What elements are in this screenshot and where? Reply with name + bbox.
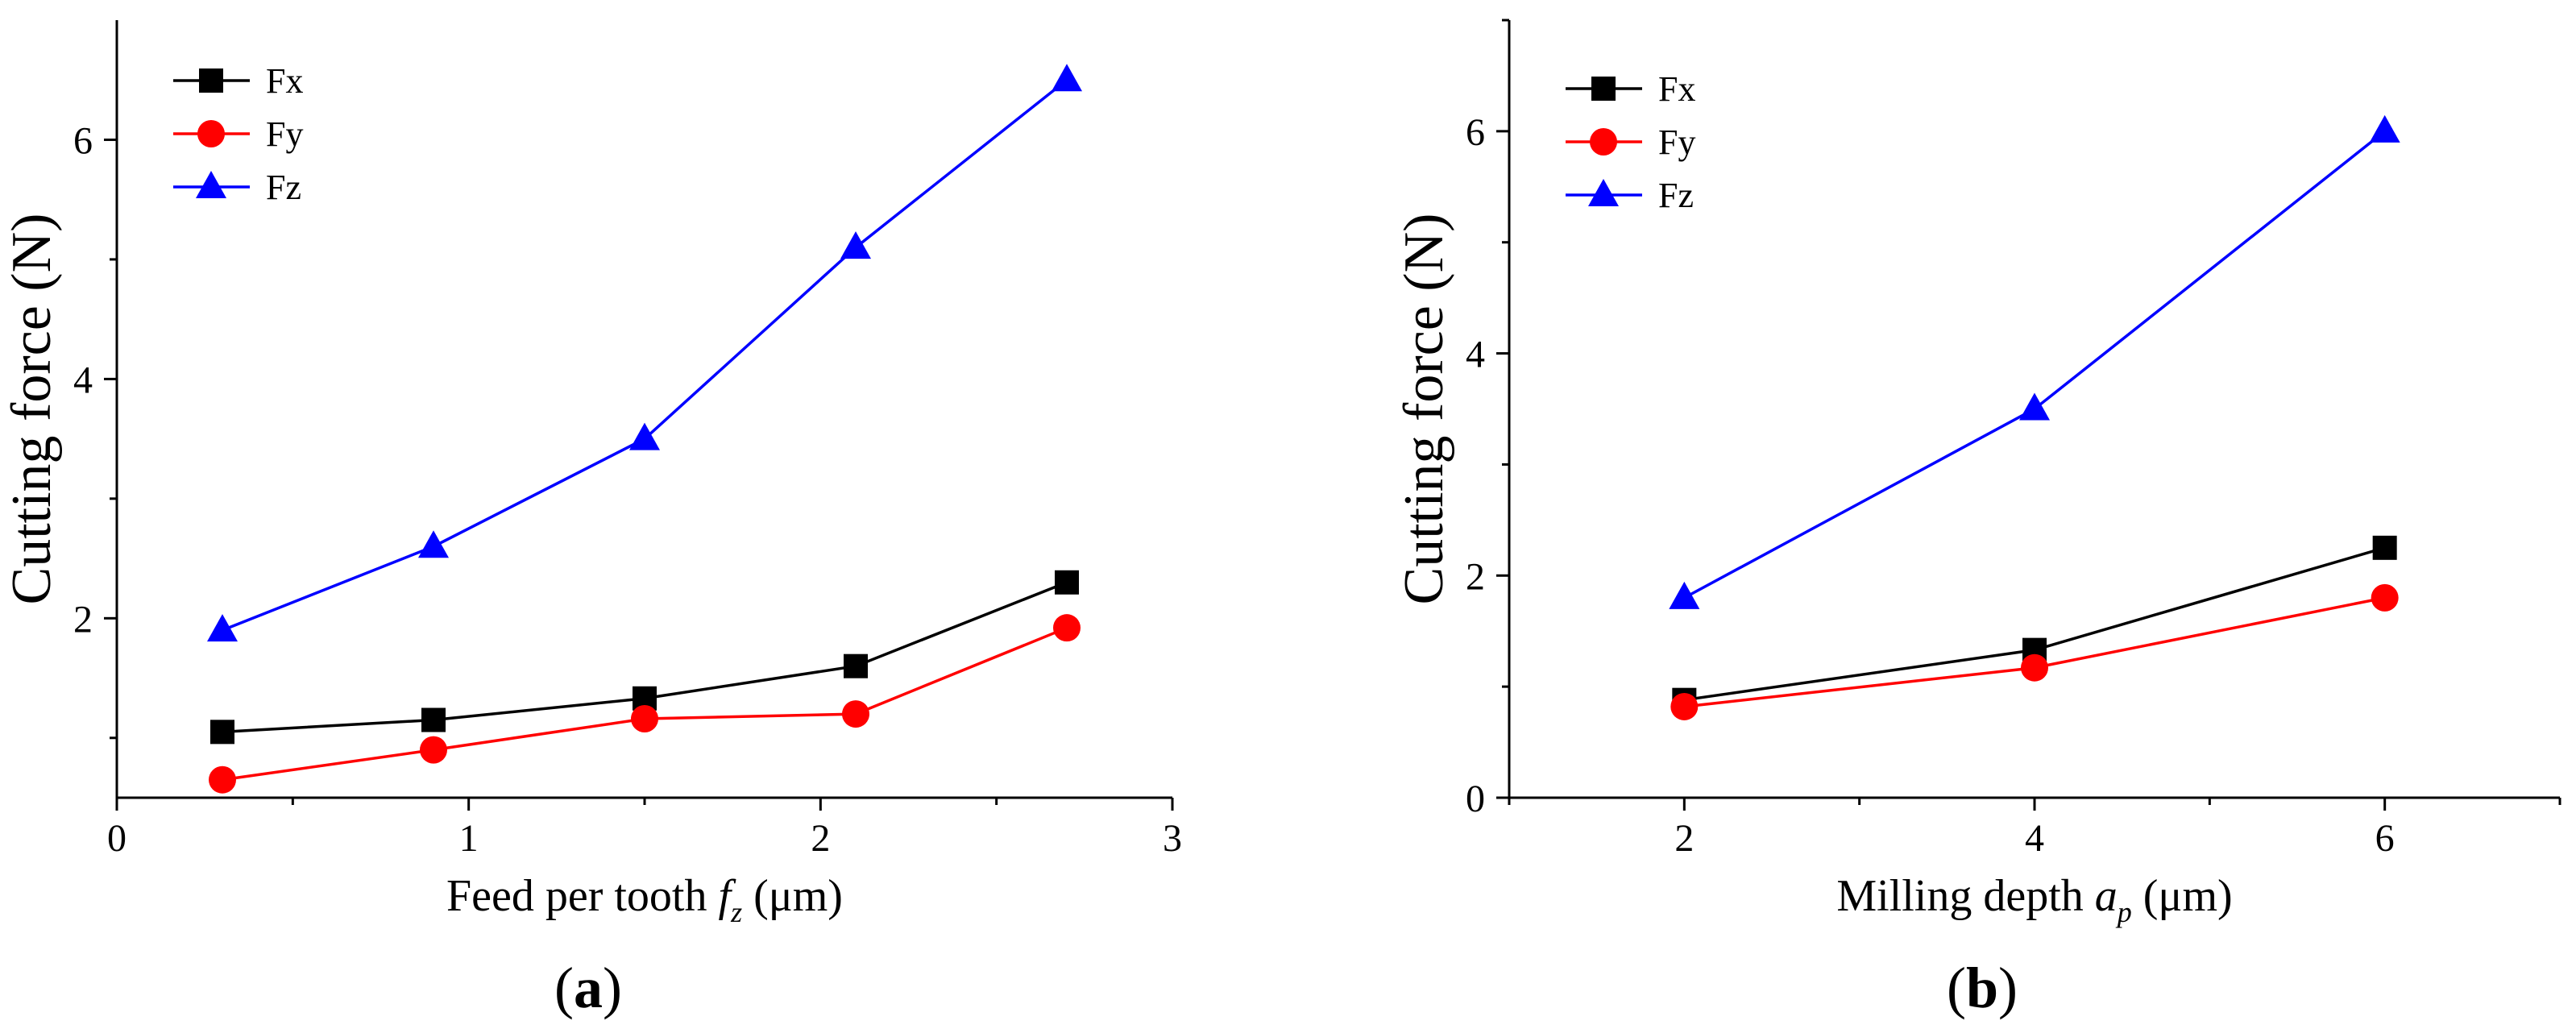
caption-close: ): [1998, 956, 2018, 1020]
legend-label-fz: Fz: [266, 168, 301, 207]
data-point-fx: [844, 653, 868, 678]
data-point-fx: [210, 720, 234, 745]
x-axis-label: Feed per tooth fz (μm): [446, 871, 843, 928]
chart-panel-b: 2 4 6 0 2 4 6 Cutting force (N) Milling depth ap…: [1393, 19, 2561, 1020]
panel-caption: (b): [1947, 956, 2018, 1020]
caption-open: (: [554, 956, 574, 1020]
data-point-fy: [1670, 692, 1699, 720]
data-point-fx: [421, 707, 446, 732]
x-axis-label: Milling depth ap (μm): [1836, 871, 2232, 928]
y-axis-label: Cutting force (N): [1, 214, 63, 605]
data-point-fy: [631, 705, 658, 733]
y-tick-label: 6: [73, 119, 93, 162]
caption-letter: a: [574, 956, 603, 1020]
x-axis-label-subscript: z: [730, 896, 742, 928]
series-fz: [207, 64, 1082, 642]
legend-label-fy: Fy: [266, 114, 303, 154]
x-axis-label-text: Milling depth: [1836, 871, 2094, 921]
data-point-fz: [629, 422, 660, 450]
data-point-fx: [2372, 535, 2397, 560]
series-line-fz: [222, 78, 1068, 632]
data-point-fy: [842, 700, 869, 728]
data-point-fz: [1669, 581, 1700, 609]
caption-close: ): [603, 956, 622, 1020]
legend-label-fz: Fz: [1658, 176, 1694, 215]
x-tick-label: 0: [107, 817, 127, 860]
x-axis-label-unit: (μm): [742, 871, 843, 921]
y-tick-label: 0: [1466, 778, 1485, 820]
data-point-fy: [2371, 583, 2399, 612]
legend-label-fx: Fx: [266, 61, 303, 101]
legend-marker-fy: [1590, 128, 1617, 156]
series-fz: [1669, 114, 2400, 609]
series-fy: [1670, 583, 2399, 720]
x-axis-label-unit: (μm): [2132, 871, 2233, 921]
x-tick-label: 4: [2025, 817, 2044, 860]
data-point-fx: [1055, 570, 1079, 595]
data-point-fy: [1053, 614, 1081, 642]
x-tick-label: 2: [811, 817, 830, 860]
y-tick-label: 2: [1466, 555, 1485, 598]
x-axis-label-variable: a: [2095, 871, 2118, 921]
legend-marker-fx: [199, 68, 223, 93]
legend-marker-fz: [196, 171, 226, 198]
legend: Fx Fy Fz: [1566, 69, 1695, 215]
series-fx: [210, 570, 1079, 745]
x-axis-label-subscript: p: [2115, 896, 2132, 928]
legend-marker-fz: [1588, 179, 1619, 206]
x-tick-label: 2: [1674, 817, 1694, 860]
data-point-fy: [209, 765, 236, 794]
legend-marker-fy: [197, 120, 225, 147]
x-axis-label-text: Feed per tooth: [446, 871, 718, 921]
y-tick-label: 2: [73, 598, 93, 641]
data-point-fz: [2019, 392, 2050, 421]
legend-label-fx: Fx: [1658, 69, 1695, 109]
legend-label-fy: Fy: [1658, 122, 1695, 162]
y-axis-label: Cutting force (N): [1393, 214, 1455, 605]
caption-open: (: [1947, 956, 1966, 1020]
series-line-fz: [1683, 130, 2386, 599]
caption-letter: b: [1966, 956, 1998, 1020]
data-point-fy: [2021, 653, 2048, 682]
y-tick-label: 4: [1466, 334, 1485, 376]
panel-caption: (a): [554, 956, 622, 1020]
data-point-fy: [420, 736, 447, 764]
series-fy: [209, 614, 1081, 794]
data-point-fz: [2369, 114, 2400, 143]
chart-panel-a: 0 1 2 3 2 4 6 Cutting force (N) Feed per tooth f…: [1, 20, 1182, 1020]
data-point-fz: [207, 614, 238, 642]
x-tick-label: 1: [459, 817, 479, 860]
y-tick-label: 4: [73, 359, 93, 401]
y-tick-label: 6: [1466, 111, 1485, 154]
series-fx: [1672, 535, 2397, 712]
data-point-fz: [418, 530, 449, 558]
data-point-fz: [840, 231, 871, 259]
x-tick-label: 3: [1163, 817, 1182, 860]
legend: Fx Fy Fz: [173, 61, 303, 207]
data-point-fz: [1052, 64, 1082, 92]
x-tick-label: 6: [2375, 817, 2395, 860]
legend-marker-fx: [1591, 77, 1616, 101]
